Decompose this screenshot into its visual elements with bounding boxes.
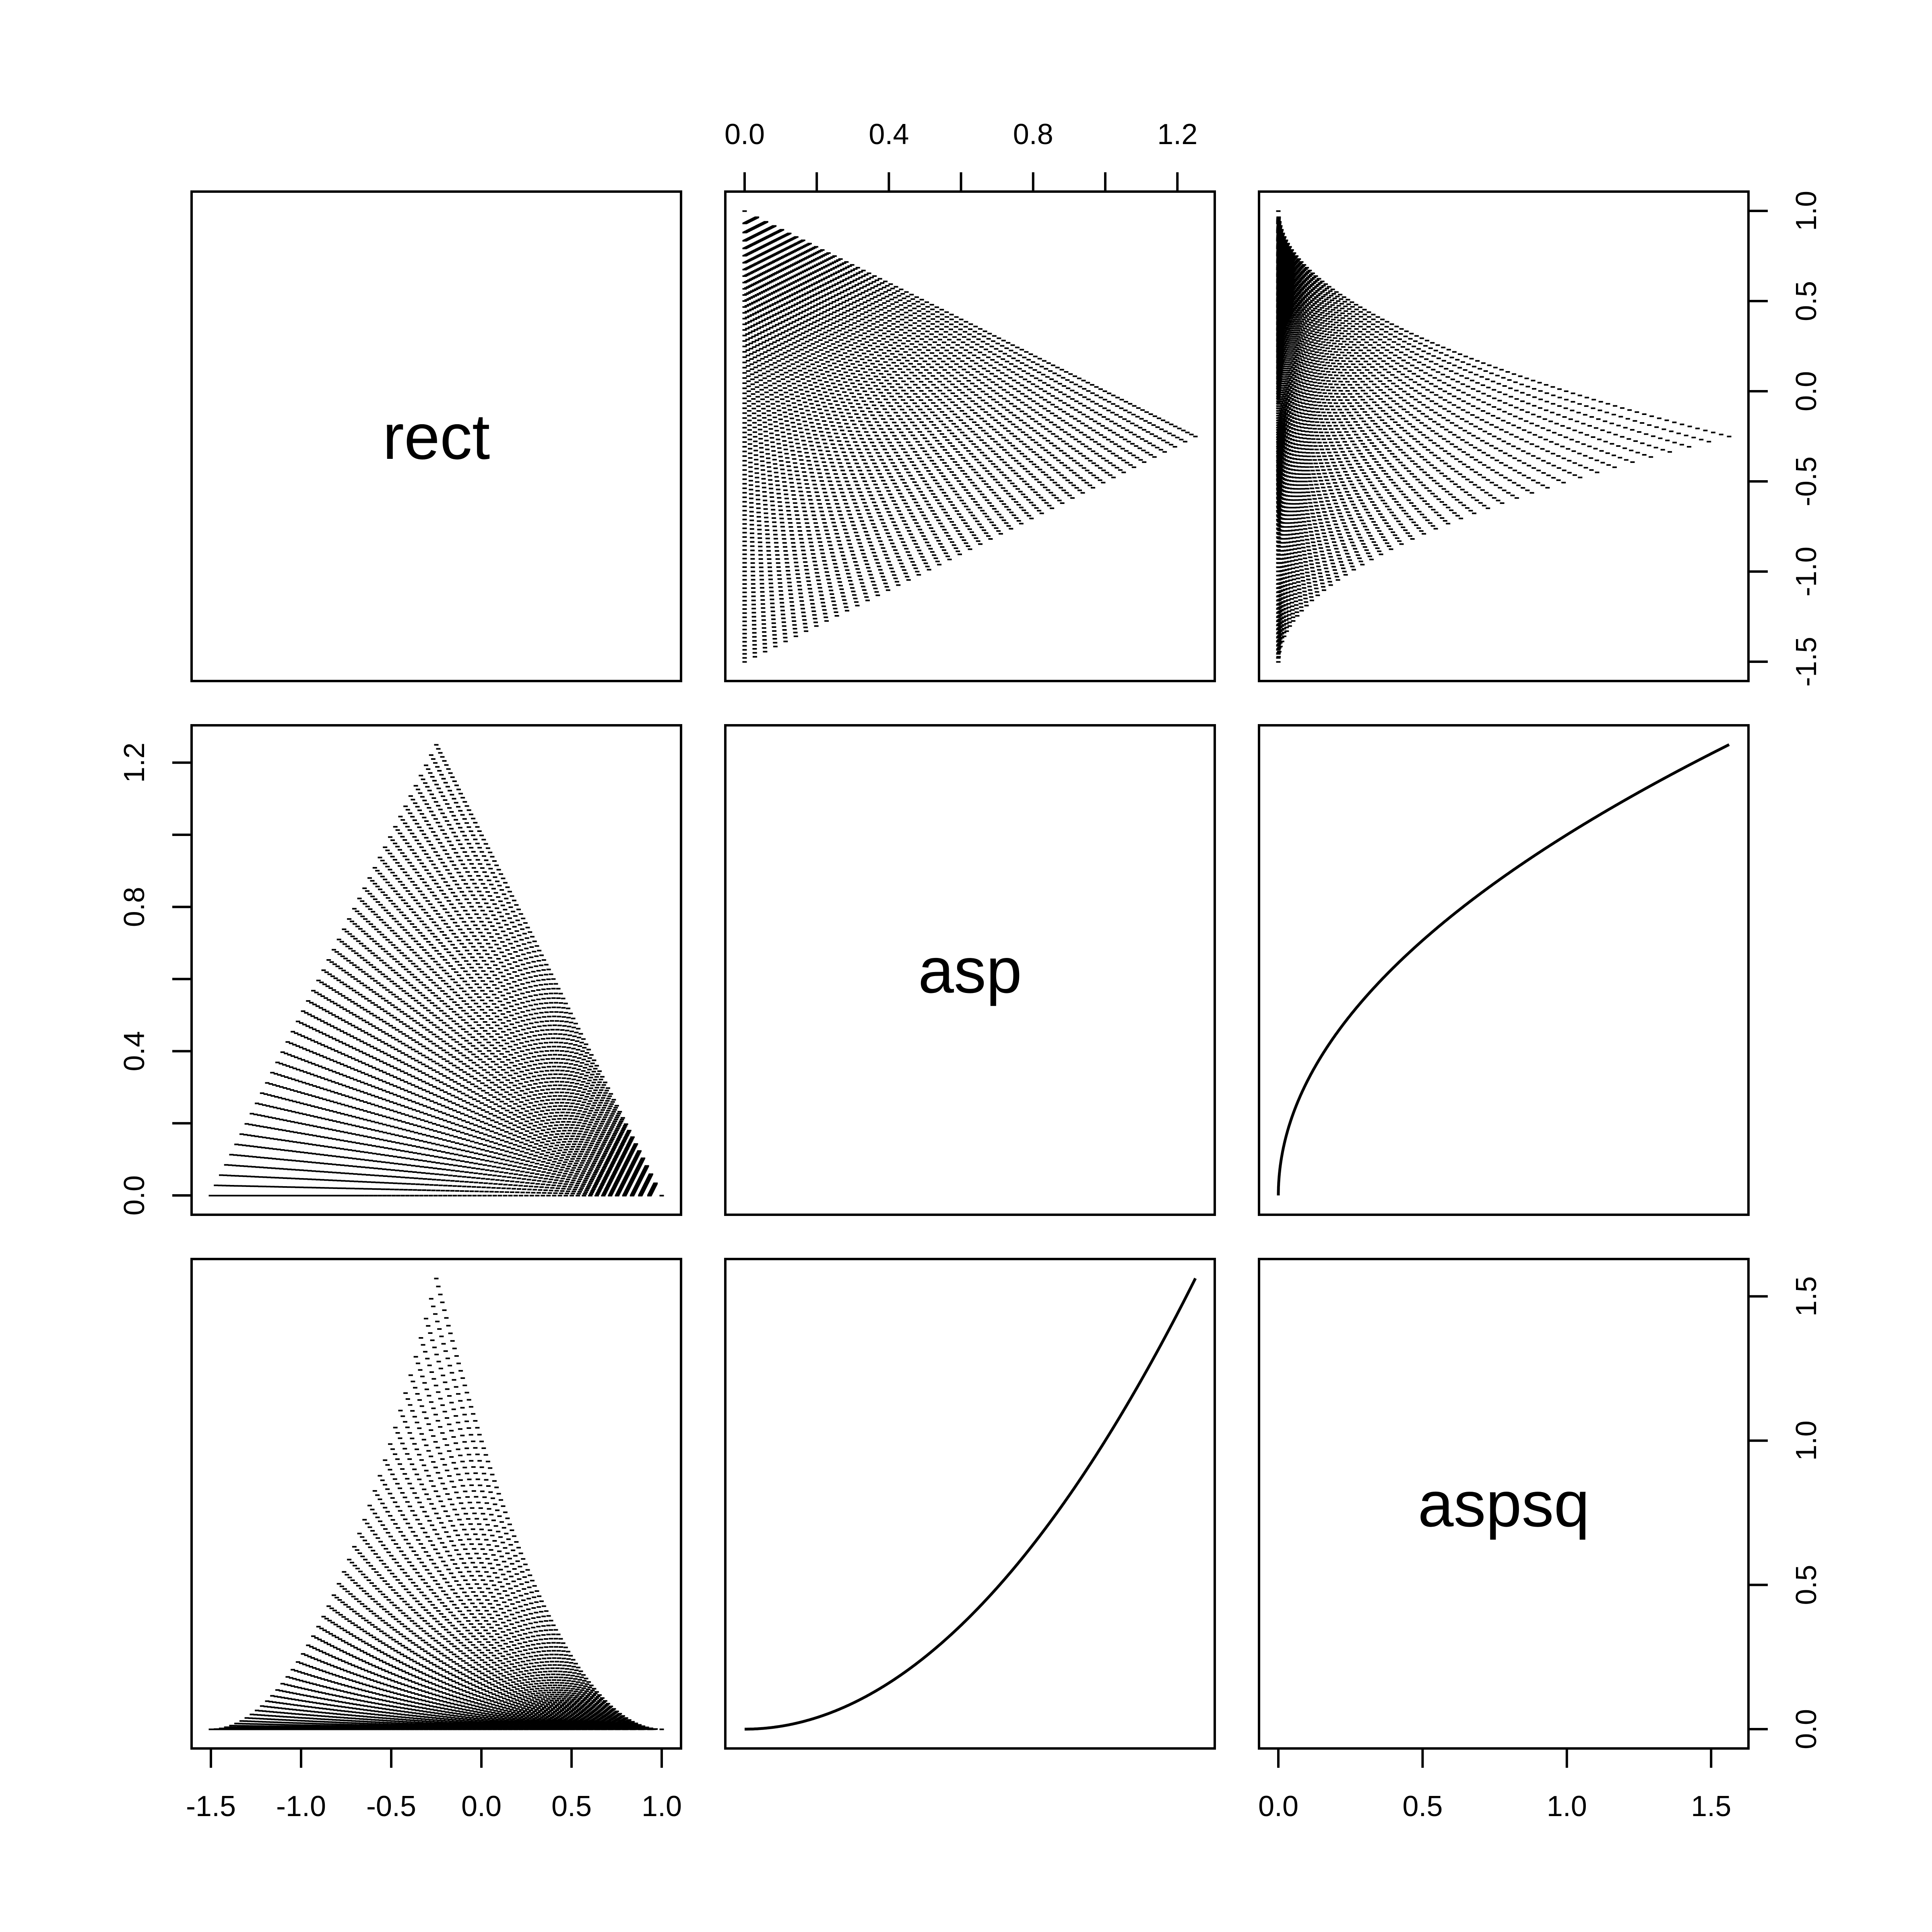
y-axis-right-aspsq: 0.0 0.5 1.0 1.5 (1747, 1276, 1823, 1749)
x-axis-bottom-aspsq: 0.0 0.5 1.0 1.5 (1258, 1747, 1731, 1823)
points-rect-vs-asp (742, 210, 1198, 663)
tick-label: 0.0 (724, 118, 765, 151)
variable-label-asp: asp (918, 934, 1022, 1006)
curve-aspsq-vs-asp (745, 1278, 1197, 1731)
variable-label-rect: rect (383, 400, 490, 473)
tick-label: -1.5 (186, 1790, 236, 1823)
tick-label: 1.0 (1790, 1420, 1823, 1461)
tick-label: 0.0 (1790, 1709, 1823, 1749)
x-axis-bottom-rect: -1.5 -1.0 -0.5 0.0 0.5 1.0 (186, 1747, 682, 1823)
tick-label: -0.5 (1790, 456, 1823, 506)
tick-label: -1.5 (1790, 637, 1823, 687)
tick-label: 1.2 (1157, 118, 1197, 151)
variable-label-aspsq: aspsq (1418, 1468, 1590, 1540)
tick-label: 0.4 (869, 118, 909, 151)
x-axis-top-asp: 0.0 0.4 0.8 1.2 (724, 118, 1197, 193)
tick-label: 1.2 (118, 743, 151, 783)
tick-label: 0.5 (1402, 1790, 1443, 1823)
curve-asp-vs-aspsq (1277, 743, 1730, 1195)
tick-label: 1.5 (1790, 1276, 1823, 1317)
panel-aspsq-rect (190, 1258, 682, 1750)
panel-asp-rect (190, 724, 682, 1216)
points-aspsq-vs-rect (208, 1278, 664, 1730)
tick-label: 1.0 (642, 1790, 682, 1823)
panel-asp-asp (724, 724, 1216, 1216)
tick-label: 0.5 (551, 1790, 592, 1823)
tick-label: -0.5 (366, 1790, 416, 1823)
tick-label: 0.0 (461, 1790, 502, 1823)
panel-asp-aspsq (1258, 724, 1750, 1216)
panel-rect-asp (724, 190, 1216, 682)
tick-label: -1.0 (276, 1790, 326, 1823)
tick-label: 1.0 (1547, 1790, 1587, 1823)
tick-label: 0.8 (118, 887, 151, 927)
tick-label: 0.0 (1258, 1790, 1298, 1823)
tick-label: 0.4 (118, 1031, 151, 1071)
panel-rect-rect (190, 190, 682, 682)
tick-label: -1.0 (1790, 547, 1823, 597)
tick-label: 1.0 (1790, 191, 1823, 231)
tick-label: 0.5 (1790, 281, 1823, 321)
y-axis-right-rect: -1.5 -1.0 -0.5 0.0 0.5 1.0 (1747, 191, 1823, 687)
tick-label: 0.8 (1013, 118, 1053, 151)
points-asp-vs-rect (208, 744, 664, 1197)
y-axis-left-asp: 0.0 0.4 0.8 1.2 (118, 743, 193, 1216)
panel-aspsq-asp (724, 1258, 1216, 1750)
tick-label: 0.0 (118, 1175, 151, 1216)
tick-label: 1.5 (1691, 1790, 1731, 1823)
tick-label: 0.5 (1790, 1565, 1823, 1605)
tick-label: 0.0 (1790, 371, 1823, 411)
points-rect-vs-aspsq (1276, 210, 1732, 663)
